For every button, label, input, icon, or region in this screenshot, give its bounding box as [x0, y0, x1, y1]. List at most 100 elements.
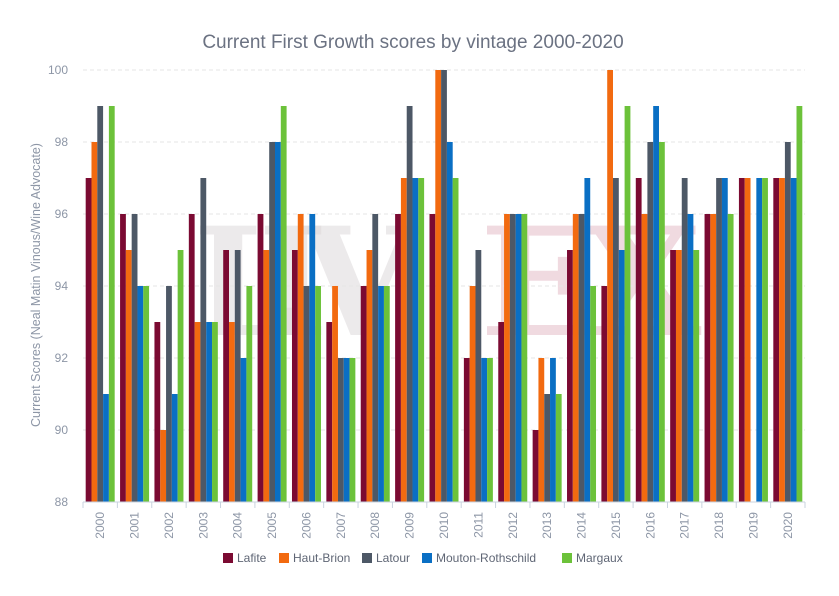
bar — [309, 214, 316, 502]
legend-item: Haut-Brion — [279, 551, 350, 565]
bar — [246, 286, 253, 502]
bar — [716, 178, 722, 502]
legend: Lafite Haut-Brion Latour Mouton-Rothschild M… — [223, 551, 623, 565]
bar — [738, 178, 745, 502]
legend-item: Latour — [362, 551, 410, 565]
bar — [240, 358, 247, 502]
bar — [584, 178, 591, 502]
bar — [406, 106, 413, 502]
bar — [641, 214, 648, 502]
x-tick-label: 2008 — [368, 512, 382, 539]
y-tick-label: 96 — [55, 207, 69, 221]
bar — [160, 430, 167, 502]
bar — [332, 286, 338, 502]
bar — [441, 70, 447, 502]
bar — [721, 178, 728, 502]
y-tick-label: 94 — [55, 279, 69, 293]
bar — [212, 322, 218, 502]
bar — [263, 250, 270, 502]
x-tick-label: 2005 — [265, 512, 279, 539]
chart-title: Current First Growth scores by vintage 2… — [202, 32, 623, 53]
bar — [366, 250, 373, 502]
bar — [395, 214, 401, 502]
bar — [349, 358, 356, 502]
bar — [498, 322, 505, 502]
bar — [607, 70, 613, 502]
bar — [550, 358, 556, 502]
bar — [601, 286, 608, 502]
bar — [337, 358, 344, 502]
legend-item: Lafite — [223, 551, 267, 565]
bar — [555, 394, 562, 502]
bar — [613, 178, 619, 502]
bar — [658, 142, 665, 502]
bar — [383, 286, 390, 502]
x-tick-label: 2012 — [506, 512, 520, 539]
x-tick-label: 2015 — [609, 512, 623, 539]
bar — [618, 250, 625, 502]
y-tick-label: 98 — [55, 135, 69, 149]
x-tick-label: 2007 — [334, 512, 348, 539]
bar — [194, 322, 201, 502]
bar — [315, 286, 321, 502]
legend-label: Haut-Brion — [293, 551, 350, 565]
bar — [91, 142, 98, 502]
bar — [544, 394, 551, 502]
bar — [590, 286, 597, 502]
bar — [137, 286, 144, 502]
bar — [188, 214, 195, 502]
bar — [125, 250, 132, 502]
x-tick-label: 2013 — [540, 512, 554, 539]
legend-label: Latour — [376, 551, 410, 565]
bar — [687, 214, 694, 502]
bar — [103, 394, 109, 502]
bar — [291, 250, 298, 502]
bar — [400, 178, 407, 502]
bar — [206, 322, 213, 502]
bar — [257, 214, 264, 502]
legend-swatch — [562, 553, 572, 563]
bar — [784, 142, 791, 502]
bar — [177, 250, 184, 502]
bar — [429, 214, 436, 502]
bar — [487, 358, 493, 502]
legend-swatch — [223, 553, 233, 563]
x-tick-label: 2010 — [437, 512, 451, 539]
legend-label: Margaux — [576, 551, 623, 565]
bar — [532, 430, 539, 502]
bar — [378, 286, 384, 502]
bar — [143, 286, 150, 502]
y-tick-label: 90 — [55, 423, 69, 437]
bar — [275, 142, 281, 502]
x-tick-label: 2009 — [403, 512, 417, 539]
bar — [469, 286, 476, 502]
y-tick-label: 92 — [55, 351, 69, 365]
x-tick-label: 2011 — [471, 512, 485, 538]
bar — [653, 106, 659, 502]
y-tick-label: 88 — [55, 495, 69, 509]
x-tick-label: 2020 — [781, 512, 795, 539]
bar — [578, 214, 585, 502]
bar — [481, 358, 488, 502]
bar — [166, 286, 172, 502]
bar — [504, 214, 510, 502]
legend-swatch — [279, 553, 289, 563]
bar — [154, 322, 161, 502]
bar — [229, 322, 235, 502]
bar — [796, 106, 803, 502]
x-tick-label: 2000 — [93, 512, 107, 539]
bar — [360, 286, 367, 502]
bar — [452, 178, 459, 502]
bar — [326, 322, 333, 502]
y-axis-label: Current Scores (Neal Matin Vinous/Wine A… — [29, 143, 43, 427]
bar — [675, 250, 682, 502]
bar — [509, 214, 516, 502]
x-tick-label: 2018 — [712, 512, 726, 539]
bar — [372, 214, 379, 502]
bar — [515, 214, 522, 502]
x-tick-label: 2003 — [196, 512, 210, 539]
bar — [85, 178, 92, 502]
bar — [171, 394, 178, 502]
